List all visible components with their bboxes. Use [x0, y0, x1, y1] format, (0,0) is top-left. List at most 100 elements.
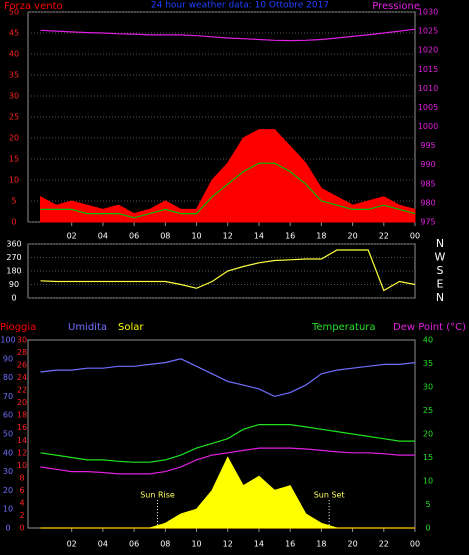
y3-tick-label: 2 [19, 511, 24, 520]
y-tick-label: 0 [11, 218, 16, 227]
y3-tick-label: 0 [19, 524, 24, 533]
chart-title: 24 hour weather data: 10 Ottobre 2017 [151, 1, 329, 11]
y-tick-label: 20 [3, 486, 13, 495]
y-tick-label: 25 [9, 113, 19, 122]
x-tick-label: 16 [285, 232, 295, 241]
y2-tick-label: 40 [423, 336, 433, 345]
x-tick-label: 00 [410, 232, 420, 241]
series-name: Umidita [68, 322, 107, 333]
x-tick-label: 12 [223, 232, 233, 241]
plot-frame [27, 243, 416, 299]
y3-tick-label: 26 [17, 361, 27, 370]
y3-tick-label: 22 [17, 386, 27, 395]
y2-tick-label: 35 [423, 359, 433, 368]
series-name: Forza vento [4, 1, 63, 12]
y3-tick-label: 30 [17, 336, 27, 345]
x-tick-label: 04 [98, 232, 108, 241]
y-tick-label: 360 [6, 240, 21, 249]
y2-tick-label: N [436, 237, 444, 250]
y3-tick-label: 12 [17, 448, 27, 457]
y-tick-label: 10 [9, 176, 19, 185]
y3-tick-label: 20 [17, 398, 27, 407]
x-tick-label: 20 [347, 540, 357, 549]
y2-tick-label: 985 [420, 179, 435, 188]
y-tick-label: 270 [6, 253, 21, 262]
y2-tick-label: 1025 [418, 27, 438, 36]
y-tick-label: 60 [3, 411, 13, 420]
x-tick-label: 22 [379, 540, 389, 549]
y-tick-label: 35 [9, 71, 19, 80]
series-name: Solar [118, 322, 144, 333]
series-area [40, 456, 415, 529]
y-tick-label: 50 [3, 430, 13, 439]
series-name: Pressione [372, 1, 420, 12]
x-tick-label: 14 [254, 232, 264, 241]
y-tick-label: 5 [11, 197, 16, 206]
y3-tick-label: 18 [17, 411, 27, 420]
y-tick-label: 180 [6, 267, 21, 276]
series-line [40, 162, 416, 219]
y-tick-label: 40 [3, 448, 13, 457]
y-tick-label: 0 [5, 524, 10, 533]
y2-tick-label: 1010 [418, 84, 438, 93]
y2-tick-label: 0 [425, 524, 430, 533]
x-tick-label: 02 [67, 232, 77, 241]
x-tick-label: 20 [347, 232, 357, 241]
y-tick-label: 20 [9, 134, 19, 143]
y2-tick-label: 30 [423, 383, 433, 392]
series-line [40, 249, 416, 292]
x-tick-label: 06 [129, 540, 139, 549]
x-tick-label: 04 [98, 540, 108, 549]
y-tick-label: 30 [3, 467, 13, 476]
x-tick-label: 08 [160, 540, 170, 549]
y2-tick-label: 20 [423, 430, 433, 439]
y2-tick-label: 1000 [418, 122, 438, 131]
series-line [40, 424, 415, 463]
y3-tick-label: 16 [17, 423, 27, 432]
y3-tick-label: 28 [17, 348, 27, 357]
y2-tick-label: 15 [423, 453, 433, 462]
x-tick-label: 14 [254, 540, 264, 549]
y-tick-label: 45 [9, 29, 19, 38]
y2-tick-label: 1030 [418, 8, 438, 17]
y-tick-label: 70 [3, 392, 13, 401]
y-tick-label: 15 [9, 155, 19, 164]
y2-tick-label: 5 [425, 500, 430, 509]
y3-tick-label: 24 [17, 373, 27, 382]
annotation: Sun Rise [140, 491, 175, 500]
x-tick-label: 16 [285, 540, 295, 549]
x-tick-label: 22 [379, 232, 389, 241]
y2-tick-label: S [437, 264, 444, 277]
y-tick-label: 90 [9, 280, 19, 289]
y2-tick-label: 25 [423, 406, 433, 415]
y-tick-label: 90 [3, 354, 13, 363]
y-tick-label: 100 [0, 336, 15, 345]
series-line [40, 28, 416, 42]
x-tick-label: 08 [160, 232, 170, 241]
y2-tick-label: 10 [423, 477, 433, 486]
y-tick-label: 80 [3, 373, 13, 382]
y2-tick-label: 980 [420, 198, 435, 207]
annotation: Sun Set [314, 491, 345, 500]
y-tick-label: 10 [3, 505, 13, 514]
y2-tick-label: E [437, 278, 444, 291]
y2-tick-label: 995 [420, 141, 435, 150]
y2-tick-label: 1005 [418, 103, 438, 112]
y2-tick-label: N [436, 291, 444, 304]
y3-tick-label: 4 [19, 498, 24, 507]
series-line [40, 447, 415, 475]
series-name: Temperatura [311, 322, 376, 333]
y3-tick-label: 6 [19, 486, 24, 495]
y2-tick-label: 1020 [418, 46, 438, 55]
y-tick-label: 40 [9, 50, 19, 59]
y2-tick-label: 1015 [418, 65, 438, 74]
y2-tick-label: W [435, 251, 446, 264]
y3-tick-label: 8 [19, 473, 24, 482]
x-tick-label: 02 [67, 540, 77, 549]
y-tick-label: 30 [9, 92, 19, 101]
y3-tick-label: 10 [17, 461, 27, 470]
series-area [40, 129, 416, 223]
y3-tick-label: 14 [17, 436, 27, 445]
y-tick-label: 0 [11, 294, 16, 303]
